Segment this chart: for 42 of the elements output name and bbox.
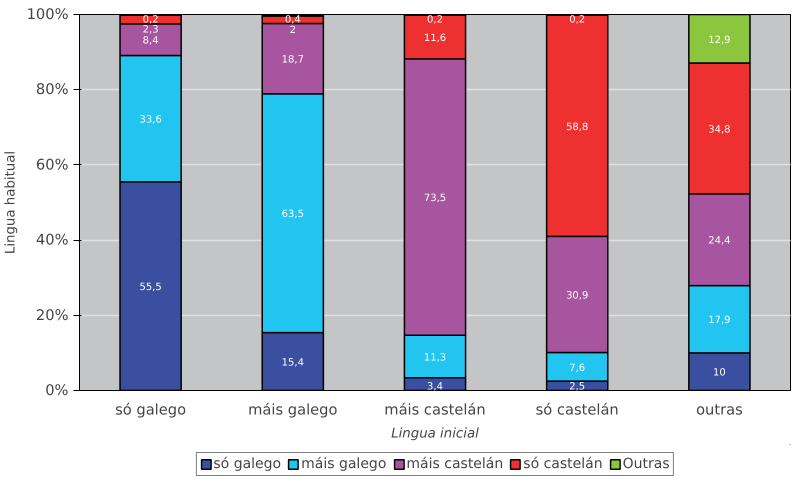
x-tick-label: só galego (115, 402, 186, 418)
data-label: 24,4 (708, 236, 731, 247)
data-label: 0,2 (427, 14, 443, 26)
data-label: 2 (290, 25, 296, 36)
data-label: 7,6 (569, 362, 586, 374)
legend-label: máis castelán (406, 456, 504, 472)
data-label: 34,8 (708, 124, 731, 136)
data-label: 2,3 (142, 24, 159, 36)
x-tick-label: outras (696, 402, 743, 418)
x-tick-label: só castelán (536, 402, 619, 418)
legend-label: Outras (622, 456, 670, 472)
legend-label: máis galego (301, 456, 386, 472)
y-tick-label: 80% (36, 81, 69, 98)
legend-label: só castelán (523, 456, 603, 472)
data-label: 30,9 (566, 290, 588, 302)
data-label: 8,4 (142, 36, 159, 47)
data-label: 10 (713, 368, 726, 379)
y-tick-label: 40% (36, 232, 69, 249)
data-label: 11,6 (424, 33, 446, 44)
data-label: 73,5 (424, 193, 446, 204)
y-tick-label: 100% (26, 6, 69, 23)
y-tick-label: 60% (36, 156, 69, 174)
data-label: 0,2 (142, 14, 159, 26)
y-tick-label: 0% (45, 382, 69, 399)
data-label: 17,9 (708, 315, 731, 326)
legend-label: só galego (213, 456, 282, 472)
data-label: 58,8 (566, 122, 588, 133)
data-label: 55,5 (139, 282, 162, 294)
x-tick-label: máis castelán (384, 402, 486, 418)
data-label: 12,9 (708, 34, 731, 46)
data-label: 0,2 (569, 14, 586, 26)
data-label: 33,6 (139, 114, 162, 126)
y-tick-label: 20% (36, 306, 69, 324)
data-label: 15,4 (282, 358, 304, 369)
data-label: 2,5 (569, 382, 586, 392)
x-tick-label: máis galego (248, 402, 338, 418)
x-axis-title: Lingua inicial (391, 426, 480, 442)
data-label: 3,4 (427, 382, 443, 392)
data-label: 63,5 (282, 209, 304, 220)
y-axis-title: Lingua habitual (4, 150, 19, 254)
data-label: 18,7 (282, 54, 304, 66)
data-label: 11,3 (424, 352, 446, 364)
